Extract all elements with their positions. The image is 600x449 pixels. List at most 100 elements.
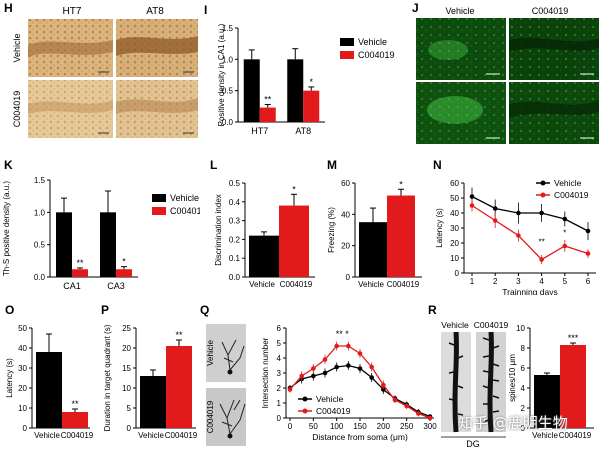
data-point bbox=[516, 233, 521, 238]
data-point bbox=[334, 343, 339, 349]
y-tick-label: 6 bbox=[521, 364, 526, 373]
y-axis-label: Positive density in CA1 (a.u.) bbox=[217, 23, 226, 126]
y-axis-label: Discrimination index bbox=[214, 194, 223, 266]
legend-label: Vehicle bbox=[554, 178, 582, 188]
y-tick-label: 8 bbox=[521, 344, 526, 353]
x-tick-label: Vehicle bbox=[532, 431, 558, 440]
x-tick-label: 200 bbox=[377, 422, 391, 431]
legend-marker bbox=[540, 180, 546, 186]
y-tick-label: 0 bbox=[521, 424, 526, 433]
series-line-c004019 bbox=[471, 204, 589, 261]
y-tick-label: 0.4 bbox=[229, 198, 241, 207]
r-col-label-vehicle: Vehicle bbox=[441, 320, 469, 330]
data-point bbox=[539, 257, 544, 262]
data-point bbox=[322, 370, 328, 376]
j-image-4 bbox=[509, 82, 599, 144]
data-point bbox=[516, 210, 521, 216]
x-tick-label: HT7 bbox=[251, 126, 268, 136]
j-image-1 bbox=[416, 18, 506, 80]
bar-c004019 bbox=[62, 412, 88, 428]
y-tick-label: 0.0 bbox=[229, 273, 241, 282]
data-point bbox=[369, 364, 374, 370]
y-tick-label: 0.5 bbox=[222, 87, 234, 96]
bar-vehicle bbox=[100, 212, 116, 277]
panel-letter-q: Q bbox=[200, 303, 209, 317]
y-tick-label: 0.2 bbox=[229, 235, 241, 244]
y-tick-label: 0.3 bbox=[229, 217, 241, 226]
y-tick-label: 20 bbox=[341, 242, 350, 251]
y-tick-label: 1.5 bbox=[222, 24, 234, 33]
series-line-vehicle bbox=[471, 195, 589, 232]
significance-label: * bbox=[309, 77, 313, 87]
y-tick-label: 20 bbox=[450, 239, 459, 248]
q-image-c004019: C004019 bbox=[206, 388, 246, 446]
y-tick-label: 60 bbox=[341, 179, 350, 188]
y-tick-label: 0.0 bbox=[222, 118, 234, 127]
h-col-label-ht7: HT7 bbox=[63, 6, 82, 17]
y-axis-label: spines/10 μm bbox=[508, 354, 517, 402]
significance-label: *** bbox=[568, 333, 579, 343]
x-axis-label: Trainning days bbox=[502, 287, 557, 295]
data-point bbox=[492, 218, 498, 223]
y-tick-label: 30 bbox=[18, 364, 27, 373]
significance-label: ** bbox=[76, 258, 84, 268]
y-tick-label: 20 bbox=[18, 384, 27, 393]
x-tick-label: 250 bbox=[400, 422, 414, 431]
legend-marker bbox=[302, 396, 308, 402]
panel-k-chart: 0.0 0.5 1.0 1.5 Th-S positive density (a.u.)… bbox=[2, 158, 200, 291]
data-point bbox=[539, 210, 544, 216]
significance-label: ** bbox=[538, 238, 544, 247]
y-axis-label: Freezing (%) bbox=[327, 207, 336, 253]
y-tick-label: 5 bbox=[277, 339, 282, 348]
significance-label: * bbox=[399, 179, 403, 189]
y-tick-label: 0.0 bbox=[34, 273, 46, 282]
legend-label: C004019 bbox=[170, 206, 200, 216]
y-tick-label: 1.0 bbox=[222, 55, 234, 64]
y-tick-label: 50 bbox=[450, 194, 459, 203]
x-tick-label: C004019 bbox=[387, 280, 420, 289]
data-point bbox=[311, 366, 316, 371]
x-tick-label: CA1 bbox=[63, 281, 81, 291]
r-col-label-c004019: C004019 bbox=[474, 320, 509, 330]
y-tick-label: 10 bbox=[516, 324, 525, 333]
x-tick-label: CA3 bbox=[107, 281, 125, 291]
j-image-3 bbox=[416, 82, 506, 144]
h-row-label-vehicle: Vehicle bbox=[12, 33, 22, 62]
y-tick-label: 2 bbox=[277, 384, 282, 393]
panel-p-chart: 0 5 10 15 20 25 Duration in target quadrant (s… bbox=[101, 303, 198, 440]
legend-label: Vehicle bbox=[358, 37, 387, 47]
y-tick-label: 10 bbox=[18, 404, 27, 413]
bar-c004019 bbox=[72, 269, 88, 277]
bar-vehicle bbox=[249, 235, 279, 277]
y-tick-label: 1.0 bbox=[34, 208, 46, 217]
bar-c004019 bbox=[279, 205, 309, 277]
significance-label: ** * bbox=[336, 329, 350, 339]
legend-marker bbox=[540, 192, 546, 198]
legend-label: Vehicle bbox=[316, 394, 344, 404]
significance-label: ** bbox=[175, 330, 183, 340]
y-tick-label: 4 bbox=[277, 354, 282, 363]
data-point bbox=[381, 382, 386, 388]
watermark: 知乎 @鹿明生物 bbox=[458, 414, 568, 432]
bar-vehicle bbox=[534, 375, 560, 428]
data-point bbox=[427, 415, 433, 421]
data-point bbox=[469, 194, 475, 199]
significance-label: * bbox=[292, 184, 296, 194]
panel-n-chart: 0 10 20 30 40 50 60 Latency (s) N 1 2 3 4 5 6 Trainning… bbox=[433, 158, 596, 295]
data-point bbox=[357, 351, 363, 356]
data-point bbox=[416, 411, 421, 416]
y-tick-label: 5 bbox=[127, 404, 132, 413]
y-tick-label: 3 bbox=[277, 369, 282, 378]
bar-c004019 bbox=[560, 345, 586, 428]
y-tick-label: 4 bbox=[521, 384, 526, 393]
data-point bbox=[469, 203, 475, 208]
data-point bbox=[585, 251, 591, 256]
bar-c004019 bbox=[259, 107, 276, 122]
significance-label: * bbox=[122, 257, 126, 267]
bar-vehicle bbox=[243, 59, 260, 122]
legend-label: C004019 bbox=[316, 406, 351, 416]
panel-letter-r: R bbox=[428, 303, 437, 317]
y-tick-label: 1 bbox=[277, 399, 282, 408]
